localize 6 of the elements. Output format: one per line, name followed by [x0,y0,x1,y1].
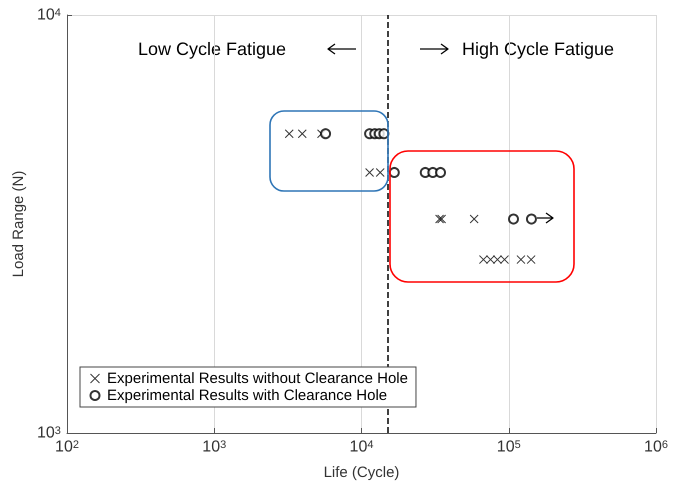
x-axis-title: Life (Cycle) [324,464,400,481]
annotation: Low Cycle Fatigue [138,39,286,59]
legend-label: Experimental Results without Clearance Hole [107,370,408,387]
legend-label: Experimental Results with Clearance Hole [107,387,388,404]
annotation: High Cycle Fatigue [462,39,614,59]
y-axis-title: Load Range (N) [10,170,28,278]
